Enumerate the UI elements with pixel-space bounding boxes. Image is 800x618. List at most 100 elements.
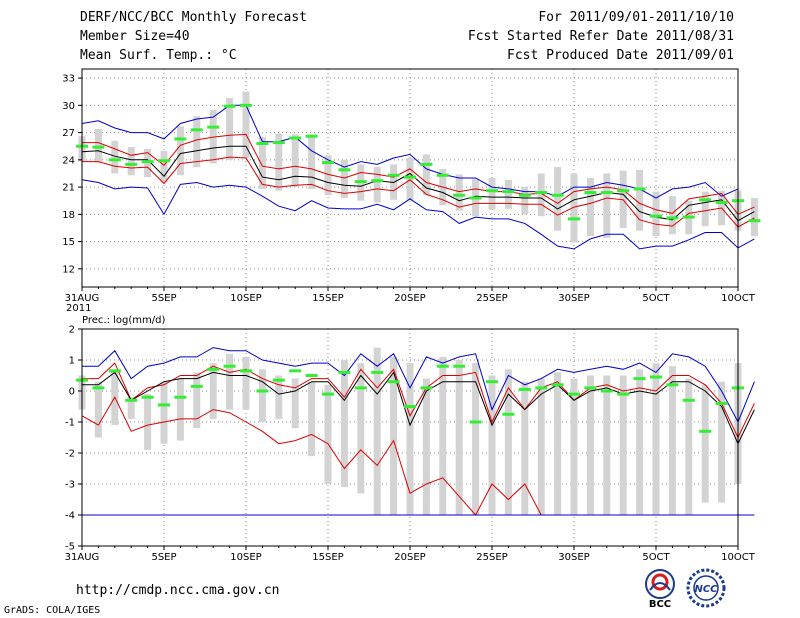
median-marker [272,378,285,382]
precip-title: Prec.: log(mm/d) [82,315,165,326]
median-marker [551,383,564,387]
ensemble-box [619,375,627,515]
ensemble-box [701,384,709,503]
x-tick-label: 10SEP [230,552,261,560]
median-marker [223,364,236,368]
ensemble-box [390,356,398,515]
ensemble-box [308,136,316,189]
ensemble-box [570,173,578,243]
grads-credit: GrADS: COLA/IGES [4,605,101,616]
y-tick-label: 0 [69,387,75,398]
source-url[interactable]: http://cmdp.ncc.cma.gov.cn [76,583,280,598]
ensemble-box [422,378,430,515]
median-marker [289,369,302,373]
series-line-ensemble-mean [82,371,755,445]
ensemble-box [226,353,234,410]
median-marker [502,412,515,416]
y-tick-label: -5 [65,542,75,553]
ensemble-box [324,155,332,196]
ensemble-box [160,150,168,183]
ensemble-box [373,347,381,515]
ensemble-box [275,375,283,419]
chart-title: DERF/NCC/BCC Monthly Forecast [80,10,307,25]
y-tick-label: 27 [62,128,75,139]
ncc-logo-text: NCC [694,584,718,595]
x-tick-label: 20SEP [394,552,425,560]
median-marker [92,386,105,390]
median-marker [141,395,154,399]
median-marker [436,173,449,177]
ensemble-box [537,173,545,217]
ensemble-box [275,133,283,191]
ensemble-box [340,360,348,488]
ensemble-box [636,169,644,231]
series-line-blue-lower [81,179,755,250]
ensemble-box [455,360,463,515]
median-markers [76,364,744,433]
median-marker [92,145,105,149]
y-tick-label: 2 [69,325,75,336]
median-marker [682,215,695,219]
series-line-red-upper [82,133,755,215]
ensemble-box [554,167,562,231]
ensemble-box [652,363,660,515]
ensemble-box [406,158,414,200]
ensemble-box [291,378,299,429]
series-line-ensemble-mean [81,145,755,222]
ensemble-box [636,369,644,515]
median-marker [207,367,220,371]
ensemble-box [242,91,250,159]
ensemble-box [324,384,332,484]
x-tick-label: 5SEP [151,552,176,560]
member-size-label: Member Size=40 [80,29,190,44]
ensemble-box [160,381,168,444]
ensemble-box [537,378,545,515]
forecast-start-date: Fcst Started Refer Date 2011/08/31 [467,29,734,44]
ensemble-box [308,381,316,457]
median-marker [174,395,187,399]
median-marker [354,386,367,390]
ensemble-boxes [78,91,758,243]
median-marker [568,217,580,221]
median-marker [338,168,351,172]
y-tick-label: -4 [65,511,75,522]
median-marker [338,370,351,374]
median-marker [469,420,482,424]
ensemble-box [193,372,201,429]
y-tick-label: 18 [62,210,75,221]
median-marker [404,405,416,408]
ensemble-box [603,173,611,238]
ensemble-box [258,137,266,189]
x-tick-label: 31AUG [65,293,100,304]
median-marker [125,398,138,402]
median-marker [354,180,367,184]
x-tick-label: 5SEP [151,293,176,304]
ncc-logo: NCC [686,568,726,608]
series-line-red-upper [82,362,755,439]
ensemble-box [586,178,594,237]
y-tick-label: -2 [65,449,75,460]
ensemble-box [586,375,594,515]
median-marker [436,364,449,368]
ensemble-box [521,187,529,215]
ensemble-box [488,375,496,515]
x-tick-year: 2011 [66,303,91,314]
x-tick-label: 10OCT [721,552,756,560]
ensemble-box [258,369,266,422]
ensemble-box [373,167,381,203]
median-marker [584,386,597,390]
median-marker [715,401,728,405]
series-line-blue-upper [82,347,755,424]
ensemble-box [94,381,102,438]
variable-label: Mean Surf. Temp.: °C [80,48,237,63]
median-marker [715,201,728,205]
median-marker [568,392,580,396]
median-marker [650,375,662,379]
ensemble-box [144,394,152,450]
ensemble-box [439,356,447,515]
median-marker [305,374,318,377]
median-marker [453,193,466,197]
y-tick-label: 24 [62,155,75,166]
ensemble-box [291,134,299,188]
